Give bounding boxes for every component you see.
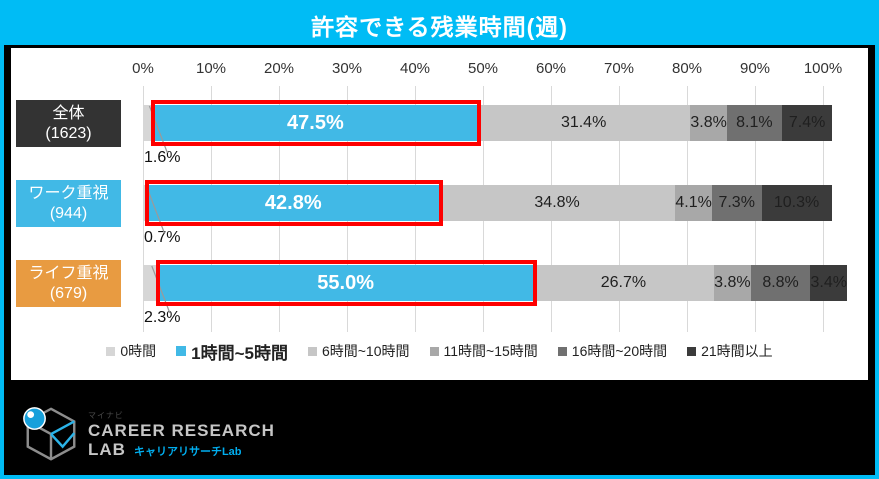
bar-segment: 34.8%	[438, 185, 676, 221]
segment-value-label: 55.0%	[317, 271, 374, 294]
bar-segment: 3.8%	[714, 265, 751, 301]
bar-segment	[143, 105, 154, 141]
category-name: ワーク重視	[28, 184, 109, 202]
segment-value-label: 3.4%	[810, 274, 847, 291]
bar-segment: 10.3%	[761, 185, 832, 221]
bar-segment: 42.8%	[147, 185, 439, 221]
axis-tick-label: 50%	[467, 60, 499, 77]
legend-item: 0時間	[106, 341, 156, 361]
legend-item: 21時間以上	[687, 341, 773, 361]
axis-tick-label: 80%	[671, 60, 703, 77]
segment-value-label: 7.3%	[718, 194, 755, 211]
logo-tiny-text: マイナビ	[88, 411, 124, 421]
legend: 0時間 1時間~5時間 6時間~10時間 11時間~15時間 16時間~20時間 21時間…	[11, 338, 868, 364]
category-count: (944)	[49, 204, 88, 222]
logo-line1: CAREER RESEARCH	[88, 421, 275, 441]
axis-tick-label: 30%	[331, 60, 363, 77]
logo-subtitle: キャリアリサーチLab	[133, 446, 242, 458]
segment-value-label: 10.3%	[773, 194, 820, 211]
segment-value-label: 42.8%	[264, 191, 322, 214]
cube-logo-icon	[23, 407, 76, 461]
bar-segment: 7.4%	[781, 105, 833, 141]
bar-segment: 3.8%	[690, 105, 727, 141]
segment-value-label: 34.8%	[534, 194, 580, 211]
axis-tick-label: 70%	[603, 60, 635, 77]
category-name: ライフ重視	[28, 264, 109, 282]
page-title: 許容できる残業時間(週)	[311, 13, 568, 40]
category-label: ライフ重視 (679)	[16, 260, 121, 307]
axis-tick-label: 100%	[803, 60, 843, 77]
bar-segment	[143, 265, 159, 301]
legend-label: 0時間	[120, 343, 157, 359]
axis-tick-label: 60%	[535, 60, 567, 77]
legend-item: 11時間~15時間	[429, 341, 538, 361]
axis-tick-label: 20%	[263, 60, 295, 77]
axis-tick-label: 40%	[399, 60, 431, 77]
axis-tick-label: 0%	[132, 60, 154, 77]
bar-segment: 47.5%	[153, 105, 477, 141]
bar-segment: 26.7%	[532, 265, 715, 301]
legend-swatch	[429, 346, 439, 356]
category-name: 全体	[52, 104, 85, 122]
chart-panel: 0% 10% 20% 30% 40% 50% 60% 70% 80% 90% 100% 全体 (16…	[8, 45, 871, 383]
segment-value-label: 3.8%	[714, 274, 751, 291]
legend-label: 16時間~20時間	[571, 343, 668, 359]
category-count: (679)	[49, 284, 88, 302]
category-label: 全体 (1623)	[16, 100, 121, 147]
bar-segment: 31.4%	[476, 105, 691, 141]
legend-label: 11時間~15時間	[443, 343, 538, 359]
title-bar: 許容できる残業時間(週)	[4, 4, 875, 45]
legend-item: 16時間~20時間	[557, 341, 668, 361]
bar-segment: 4.1%	[675, 185, 712, 221]
segment-value-label: 31.4%	[560, 114, 607, 131]
chart-row: ライフ重視 (679) 55.0% 26.7% 3.8% 8.8% 3.4% 2.3%	[11, 260, 868, 326]
legend-label: 1時間~5時間	[191, 343, 288, 363]
segment-value-label: 26.7%	[600, 274, 647, 291]
segment-value-label: 3.8%	[690, 114, 727, 131]
stacked-bar: 42.8% 34.8% 4.1% 7.3% 10.3%	[143, 180, 832, 226]
legend-item: 1時間~5時間	[176, 339, 288, 364]
bar-segment: 3.4%	[810, 265, 847, 301]
legend-label: 6時間~10時間	[321, 343, 410, 359]
first-segment-label: 0.7%	[144, 229, 181, 246]
segment-value-label: 7.4%	[788, 114, 826, 131]
logo-text: マイナビ CAREER RESEARCH LAB キャリアリサーチLab	[88, 410, 275, 459]
segment-value-label: 47.5%	[287, 111, 344, 134]
stacked-bar: 55.0% 26.7% 3.8% 8.8% 3.4%	[143, 260, 847, 306]
stacked-bar: 47.5% 31.4% 3.8% 8.1% 7.4%	[143, 100, 833, 146]
chart-row: 全体 (1623) 47.5% 31.4% 3.8% 8.1% 7.4% 1.6%	[11, 100, 868, 166]
bar-segment: 8.1%	[726, 105, 782, 141]
segment-value-label: 4.1%	[675, 194, 712, 211]
category-label: ワーク重視 (944)	[16, 180, 121, 227]
logo-line2: LAB	[88, 440, 126, 459]
first-segment-label: 1.6%	[144, 149, 181, 166]
segment-value-label: 8.1%	[736, 114, 773, 131]
legend-swatch	[106, 346, 116, 356]
category-count: (1623)	[45, 124, 92, 142]
legend-swatch	[176, 346, 187, 356]
legend-swatch	[557, 346, 567, 356]
legend-label: 21時間以上	[701, 343, 773, 359]
bar-segment: 7.3%	[711, 185, 762, 221]
bar-segment: 8.8%	[750, 265, 811, 301]
axis-tick-label: 10%	[195, 60, 227, 77]
axis-tick-label: 90%	[739, 60, 771, 77]
legend-item: 6時間~10時間	[307, 341, 410, 361]
chart-row: ワーク重視 (944) 42.8% 34.8% 4.1% 7.3% 10.3% 0.7%	[11, 180, 868, 246]
first-segment-label: 2.3%	[144, 309, 181, 326]
bar-segment: 55.0%	[158, 265, 533, 301]
segment-value-label: 8.8%	[762, 274, 799, 291]
legend-swatch	[687, 346, 697, 356]
career-research-lab-logo: マイナビ CAREER RESEARCH LAB キャリアリサーチLab	[20, 404, 275, 466]
legend-swatch	[307, 346, 317, 356]
